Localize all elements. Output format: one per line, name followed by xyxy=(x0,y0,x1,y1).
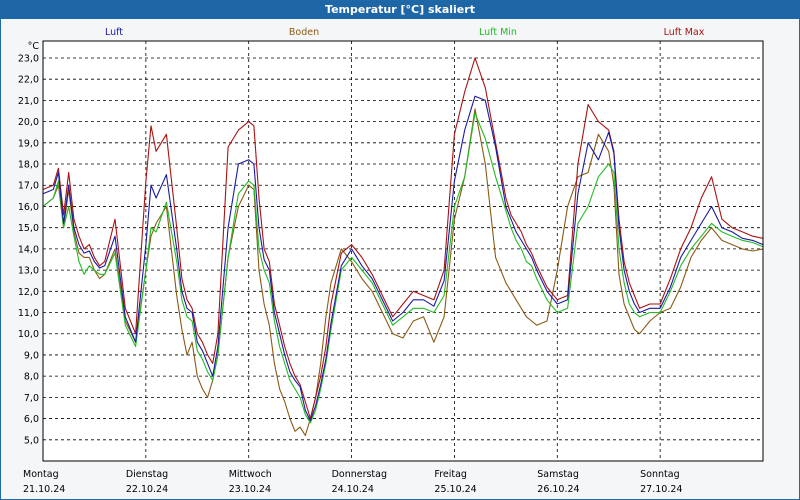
y-tick-label: 15,0 xyxy=(18,223,39,234)
y-tick-label: 7,0 xyxy=(24,393,39,404)
series-line-luft xyxy=(42,95,764,422)
legend: Luft Boden Luft Min Luft Max xyxy=(105,27,705,38)
legend-entry-luft-max: Luft Max xyxy=(664,27,705,38)
y-tick-label: 8,0 xyxy=(24,372,39,383)
y-tick-label: 12,0 xyxy=(18,287,39,298)
series-line-boden xyxy=(42,108,764,437)
day-name-label: Mittwoch xyxy=(229,469,272,480)
y-tick-label: 19,0 xyxy=(18,138,39,149)
day-name-label: Samstag xyxy=(537,469,579,480)
day-name-label: Freitag xyxy=(434,469,467,480)
day-name-label: Dienstag xyxy=(126,469,168,480)
day-date-label: 25.10.24 xyxy=(434,484,476,495)
y-axis-unit: °C xyxy=(28,41,40,52)
legend-entry-luft: Luft xyxy=(105,27,123,38)
y-tick-label: 14,0 xyxy=(18,244,39,255)
y-tick-label: 20,0 xyxy=(18,117,39,128)
y-tick-label: 16,0 xyxy=(18,202,39,213)
y-tick-label: 10,0 xyxy=(18,329,39,340)
y-tick-label: 11,0 xyxy=(18,308,39,319)
series-group xyxy=(42,57,764,437)
day-date-label: 21.10.24 xyxy=(23,484,65,495)
plot-area xyxy=(43,41,763,461)
x-axis-labels: Montag 21.10.24 Dienstag 22.10.24 Mittwoch 23… xyxy=(23,469,682,495)
day-date-label: 23.10.24 xyxy=(229,484,271,495)
y-tick-label: 23,0 xyxy=(18,53,39,64)
grid-lines xyxy=(43,41,764,461)
y-tick-label: 22,0 xyxy=(18,75,39,86)
day-name-label: Donnerstag xyxy=(332,469,387,480)
day-date-label: 24.10.24 xyxy=(332,484,374,495)
plot-border xyxy=(42,40,764,462)
day-name-label: Montag xyxy=(23,469,59,480)
y-tick-label: 9,0 xyxy=(24,350,39,361)
series-line-luft-max xyxy=(42,57,764,420)
chart-title: Temperatur [°C] skaliert xyxy=(1,1,799,19)
series-line-luft-min xyxy=(42,112,764,424)
y-tick-label: 17,0 xyxy=(18,181,39,192)
axes: 5,0 6,0 7,0 8,0 9,0 10,0 11,0 12,0 13,0 14,0 15,0 1… xyxy=(18,40,764,462)
legend-entry-boden: Boden xyxy=(289,27,319,38)
y-tick-label: 21,0 xyxy=(18,96,39,107)
day-date-label: 22.10.24 xyxy=(126,484,168,495)
day-date-label: 26.10.24 xyxy=(537,484,579,495)
legend-entry-luft-min: Luft Min xyxy=(479,27,517,38)
y-tick-label: 18,0 xyxy=(18,160,39,171)
day-date-label: 27.10.24 xyxy=(640,484,682,495)
day-name-label: Sonntag xyxy=(640,469,679,480)
plot-background xyxy=(43,41,763,461)
y-tick-label: 5,0 xyxy=(24,435,39,446)
y-tick-label: 13,0 xyxy=(18,266,39,277)
y-tick-label: 6,0 xyxy=(24,414,39,425)
